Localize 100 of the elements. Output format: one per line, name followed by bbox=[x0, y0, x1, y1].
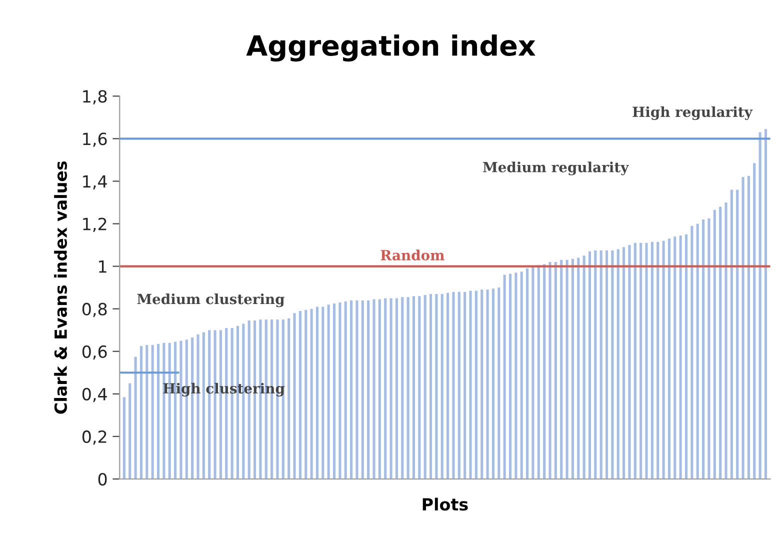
y-tick-label: 0,2 bbox=[82, 430, 106, 445]
bar bbox=[611, 250, 614, 479]
bar bbox=[679, 235, 682, 479]
y-axis-title: Clark & Evans index values bbox=[54, 161, 67, 414]
bar bbox=[486, 290, 489, 479]
bar bbox=[384, 298, 387, 479]
bar bbox=[582, 256, 586, 479]
bar bbox=[713, 210, 716, 479]
bar bbox=[600, 250, 602, 479]
annotation: High clustering bbox=[163, 382, 285, 396]
bar bbox=[622, 247, 626, 479]
bar bbox=[395, 298, 398, 479]
bar bbox=[543, 264, 546, 479]
bar bbox=[566, 260, 568, 479]
bar bbox=[554, 262, 557, 479]
y-tick-label: 1,6 bbox=[83, 132, 107, 147]
bar bbox=[429, 294, 432, 479]
bar bbox=[747, 176, 750, 479]
bar bbox=[571, 258, 574, 479]
bar bbox=[122, 397, 126, 479]
bar bbox=[361, 300, 364, 479]
bar bbox=[662, 240, 665, 479]
bar bbox=[548, 262, 552, 479]
bar bbox=[452, 292, 455, 479]
y-tick-label: 1 bbox=[99, 260, 106, 273]
bar bbox=[503, 274, 506, 479]
bar bbox=[520, 272, 523, 479]
bar bbox=[764, 129, 768, 479]
y-tick-label: 0,8 bbox=[82, 302, 107, 318]
bar bbox=[406, 297, 410, 479]
bar bbox=[588, 251, 592, 479]
bar bbox=[378, 299, 381, 479]
bar bbox=[401, 297, 404, 479]
bar bbox=[151, 344, 154, 479]
bar bbox=[458, 292, 460, 479]
bar bbox=[650, 242, 654, 479]
bar bbox=[668, 238, 670, 479]
y-tick-label: 0 bbox=[98, 472, 107, 486]
ref-line-label: Random bbox=[380, 250, 444, 260]
bar bbox=[367, 300, 370, 479]
bar bbox=[344, 301, 347, 479]
bar bbox=[674, 236, 676, 479]
bar bbox=[424, 295, 426, 479]
bar bbox=[332, 304, 336, 479]
bar bbox=[628, 245, 631, 479]
y-tick-label: 1,8 bbox=[83, 90, 107, 104]
bar bbox=[440, 294, 444, 479]
bar bbox=[656, 242, 660, 479]
bar bbox=[616, 249, 620, 479]
bar bbox=[134, 356, 137, 479]
bar bbox=[338, 302, 342, 479]
bar bbox=[492, 288, 494, 479]
bar bbox=[356, 300, 358, 479]
x-axis-title: Plots bbox=[422, 498, 468, 511]
y-tick-label: 0,4 bbox=[82, 388, 107, 402]
bar bbox=[304, 310, 308, 479]
bar bbox=[446, 292, 450, 479]
bar bbox=[684, 234, 688, 479]
annotation: Medium regularity bbox=[483, 162, 629, 176]
annotation: Medium clustering bbox=[137, 294, 284, 308]
bar bbox=[293, 313, 296, 479]
bar bbox=[736, 190, 739, 479]
bar bbox=[708, 218, 710, 479]
bar bbox=[327, 304, 330, 479]
bar bbox=[469, 290, 472, 479]
bar bbox=[418, 296, 421, 479]
bar bbox=[702, 219, 705, 479]
bar bbox=[560, 260, 563, 479]
bar bbox=[474, 290, 478, 479]
bar bbox=[322, 306, 324, 479]
bar bbox=[594, 250, 597, 479]
bar bbox=[298, 310, 302, 479]
bar bbox=[288, 318, 290, 479]
bar bbox=[498, 288, 500, 479]
bar bbox=[412, 296, 416, 479]
bar bbox=[508, 274, 512, 479]
bar bbox=[605, 250, 608, 479]
bar bbox=[435, 294, 438, 479]
bar bbox=[730, 190, 733, 479]
bar bbox=[480, 290, 484, 479]
chart-title: Aggregation index bbox=[246, 34, 536, 62]
bar bbox=[464, 292, 466, 479]
bar bbox=[753, 163, 756, 479]
bar bbox=[140, 346, 142, 479]
bar bbox=[202, 332, 205, 479]
bar bbox=[372, 299, 376, 479]
bar bbox=[350, 300, 353, 479]
bar bbox=[645, 242, 648, 479]
y-tick-label: 0,6 bbox=[82, 345, 107, 360]
bar bbox=[696, 224, 699, 479]
bar bbox=[156, 344, 160, 479]
bar bbox=[310, 308, 313, 479]
annotation: High regularity bbox=[632, 106, 753, 120]
bar bbox=[537, 265, 540, 479]
bar bbox=[316, 306, 318, 479]
bar bbox=[634, 242, 636, 479]
bar bbox=[526, 268, 529, 479]
y-tick-label: 1,2 bbox=[83, 218, 106, 232]
bar bbox=[758, 132, 762, 479]
y-tick-label: 1,4 bbox=[83, 175, 107, 190]
